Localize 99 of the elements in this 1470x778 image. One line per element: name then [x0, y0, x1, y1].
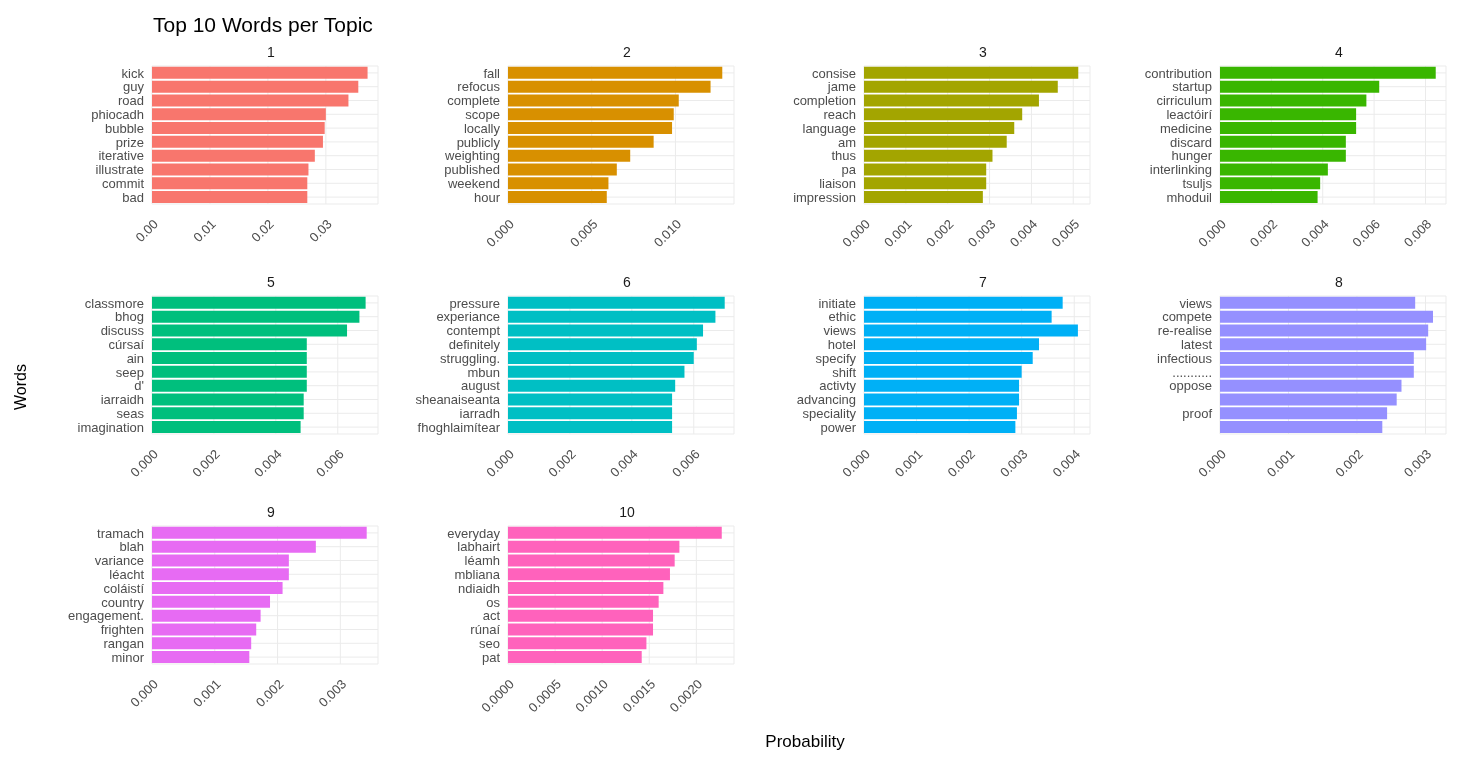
- chart-title: 7: [978, 273, 988, 292]
- y-tick-label: proof: [1182, 405, 1213, 421]
- y-tick-label: bad: [122, 189, 144, 205]
- y-tick-label: pat: [481, 649, 501, 665]
- chart-title: 6: [622, 273, 632, 292]
- text: Top 10 Words per Topic: [153, 13, 373, 36]
- y-tick-label: impression: [793, 189, 856, 205]
- chart-title: 4: [1334, 43, 1344, 62]
- y-tick-label: complete: [447, 93, 500, 109]
- chart-title: 8: [1334, 273, 1344, 292]
- y-tick-label: léacht: [109, 566, 145, 582]
- y-tick-label: tramach: [97, 525, 144, 541]
- y-tick-label: fall: [483, 65, 501, 81]
- chart-title: 9: [266, 503, 276, 522]
- y-tick-label: iarradh: [459, 405, 500, 421]
- x-tick-label: 0.01: [190, 216, 219, 245]
- y-tick-label: road: [117, 93, 144, 109]
- y-tick-label: sheanaiseanta: [415, 392, 501, 408]
- y-tick-label: views: [1179, 295, 1213, 311]
- y-tick-label: seas: [116, 405, 145, 421]
- y-tick-label: weighting: [444, 148, 500, 164]
- x-tick-label: 0.00: [132, 216, 161, 245]
- y-tick-label: seep: [115, 364, 144, 380]
- y-tick-label: ndiaidh: [458, 580, 500, 596]
- y-tick-label: re-realise: [1157, 323, 1212, 339]
- y-tick-label: seo: [479, 635, 500, 651]
- chart-title: 5: [266, 273, 276, 292]
- y-tick-label: contribution: [1144, 65, 1212, 81]
- y-tick-label: mbliana: [454, 566, 501, 582]
- y-tick-label: blah: [119, 539, 144, 555]
- y-tick-label: iarraidh: [100, 392, 144, 408]
- y-tick-label: bubble: [104, 120, 144, 136]
- y-tick-label: bhog: [115, 309, 144, 325]
- y-tick-label: contempt: [446, 323, 501, 339]
- y-tick-label: pressure: [449, 295, 500, 311]
- y-tick-label: pa: [841, 162, 857, 178]
- y-tick-label: léamh: [464, 553, 500, 569]
- y-tick-label: initiate: [818, 295, 856, 311]
- y-tick-label: country: [101, 594, 145, 610]
- y-tick-label: experiance: [436, 309, 500, 325]
- y-axis-title: Words: [12, 364, 30, 410]
- x-tick-label: 0.02: [248, 216, 277, 245]
- y-tick-label: rúnaí: [470, 622, 501, 638]
- y-tick-label: advancing: [796, 392, 856, 408]
- y-tick-label: activty: [819, 378, 857, 394]
- y-tick-label: reach: [823, 106, 856, 122]
- y-tick-label: infectious: [1157, 350, 1213, 366]
- y-tick-label: act: [482, 608, 501, 624]
- y-tick-label: august: [460, 378, 501, 394]
- y-tick-label: kick: [121, 65, 145, 81]
- y-tick-label: interlinking: [1149, 162, 1212, 178]
- y-tick-label: phiocadh: [91, 106, 144, 122]
- y-tick-label: hunger: [1171, 148, 1213, 164]
- y-tick-label: d': [134, 378, 144, 394]
- y-tick-label: hotel: [827, 336, 857, 352]
- y-tick-label: discard: [1170, 134, 1212, 150]
- y-tick-label: everyday: [447, 525, 501, 541]
- y-tick-label: prize: [115, 134, 144, 150]
- chart-title: 2: [622, 43, 632, 62]
- y-tick-label: ethic: [828, 309, 857, 325]
- y-tick-label: specify: [815, 350, 857, 366]
- y-tick-label: guy: [123, 79, 145, 95]
- y-tick-label: cúrsaí: [108, 336, 145, 352]
- y-tick-label: commit: [102, 175, 145, 191]
- y-tick-label: hour: [473, 189, 501, 205]
- y-tick-label: imagination: [77, 419, 144, 435]
- y-tick-label: refocus: [457, 79, 501, 95]
- y-tick-label: illustrate: [95, 162, 144, 178]
- y-tick-label: startup: [1172, 79, 1212, 95]
- y-tick-label: oppose: [1169, 378, 1212, 394]
- y-tick-label: ain: [126, 350, 144, 366]
- chart-title: 1: [266, 43, 276, 62]
- y-tick-label: leactóirí: [1166, 106, 1213, 122]
- y-tick-label: jame: [826, 79, 856, 95]
- x-axis-title: Probability: [765, 732, 845, 751]
- y-tick-label: views: [823, 323, 857, 339]
- y-tick-label: completion: [793, 93, 856, 109]
- y-tick-label: language: [802, 120, 856, 136]
- y-tick-label: fhoghlaimítear: [417, 419, 501, 435]
- y-tick-label: published: [444, 162, 500, 178]
- y-tick-label: compete: [1162, 309, 1212, 325]
- chart-title: 10: [618, 503, 636, 522]
- y-tick-label: ...........: [1172, 364, 1212, 380]
- y-tick-label: cirriculum: [1156, 93, 1212, 109]
- y-tick-label: thus: [831, 148, 857, 164]
- y-tick-label: weekend: [446, 175, 500, 191]
- y-tick-label: consise: [811, 65, 856, 81]
- y-tick-label: labhairt: [457, 539, 501, 555]
- y-tick-label: discuss: [100, 323, 145, 339]
- y-tick-label: iterative: [98, 148, 144, 164]
- y-tick-label: os: [486, 594, 501, 610]
- y-tick-label: medicine: [1159, 120, 1212, 136]
- y-tick-label: variance: [94, 553, 144, 569]
- y-tick-label: coláistí: [103, 580, 145, 596]
- chart-title: 3: [978, 43, 988, 62]
- y-tick-label: classmore: [84, 295, 144, 311]
- y-tick-label: frighten: [100, 622, 144, 638]
- x-tick-label: 0.03: [306, 216, 335, 245]
- y-tick-label: latest: [1180, 336, 1213, 352]
